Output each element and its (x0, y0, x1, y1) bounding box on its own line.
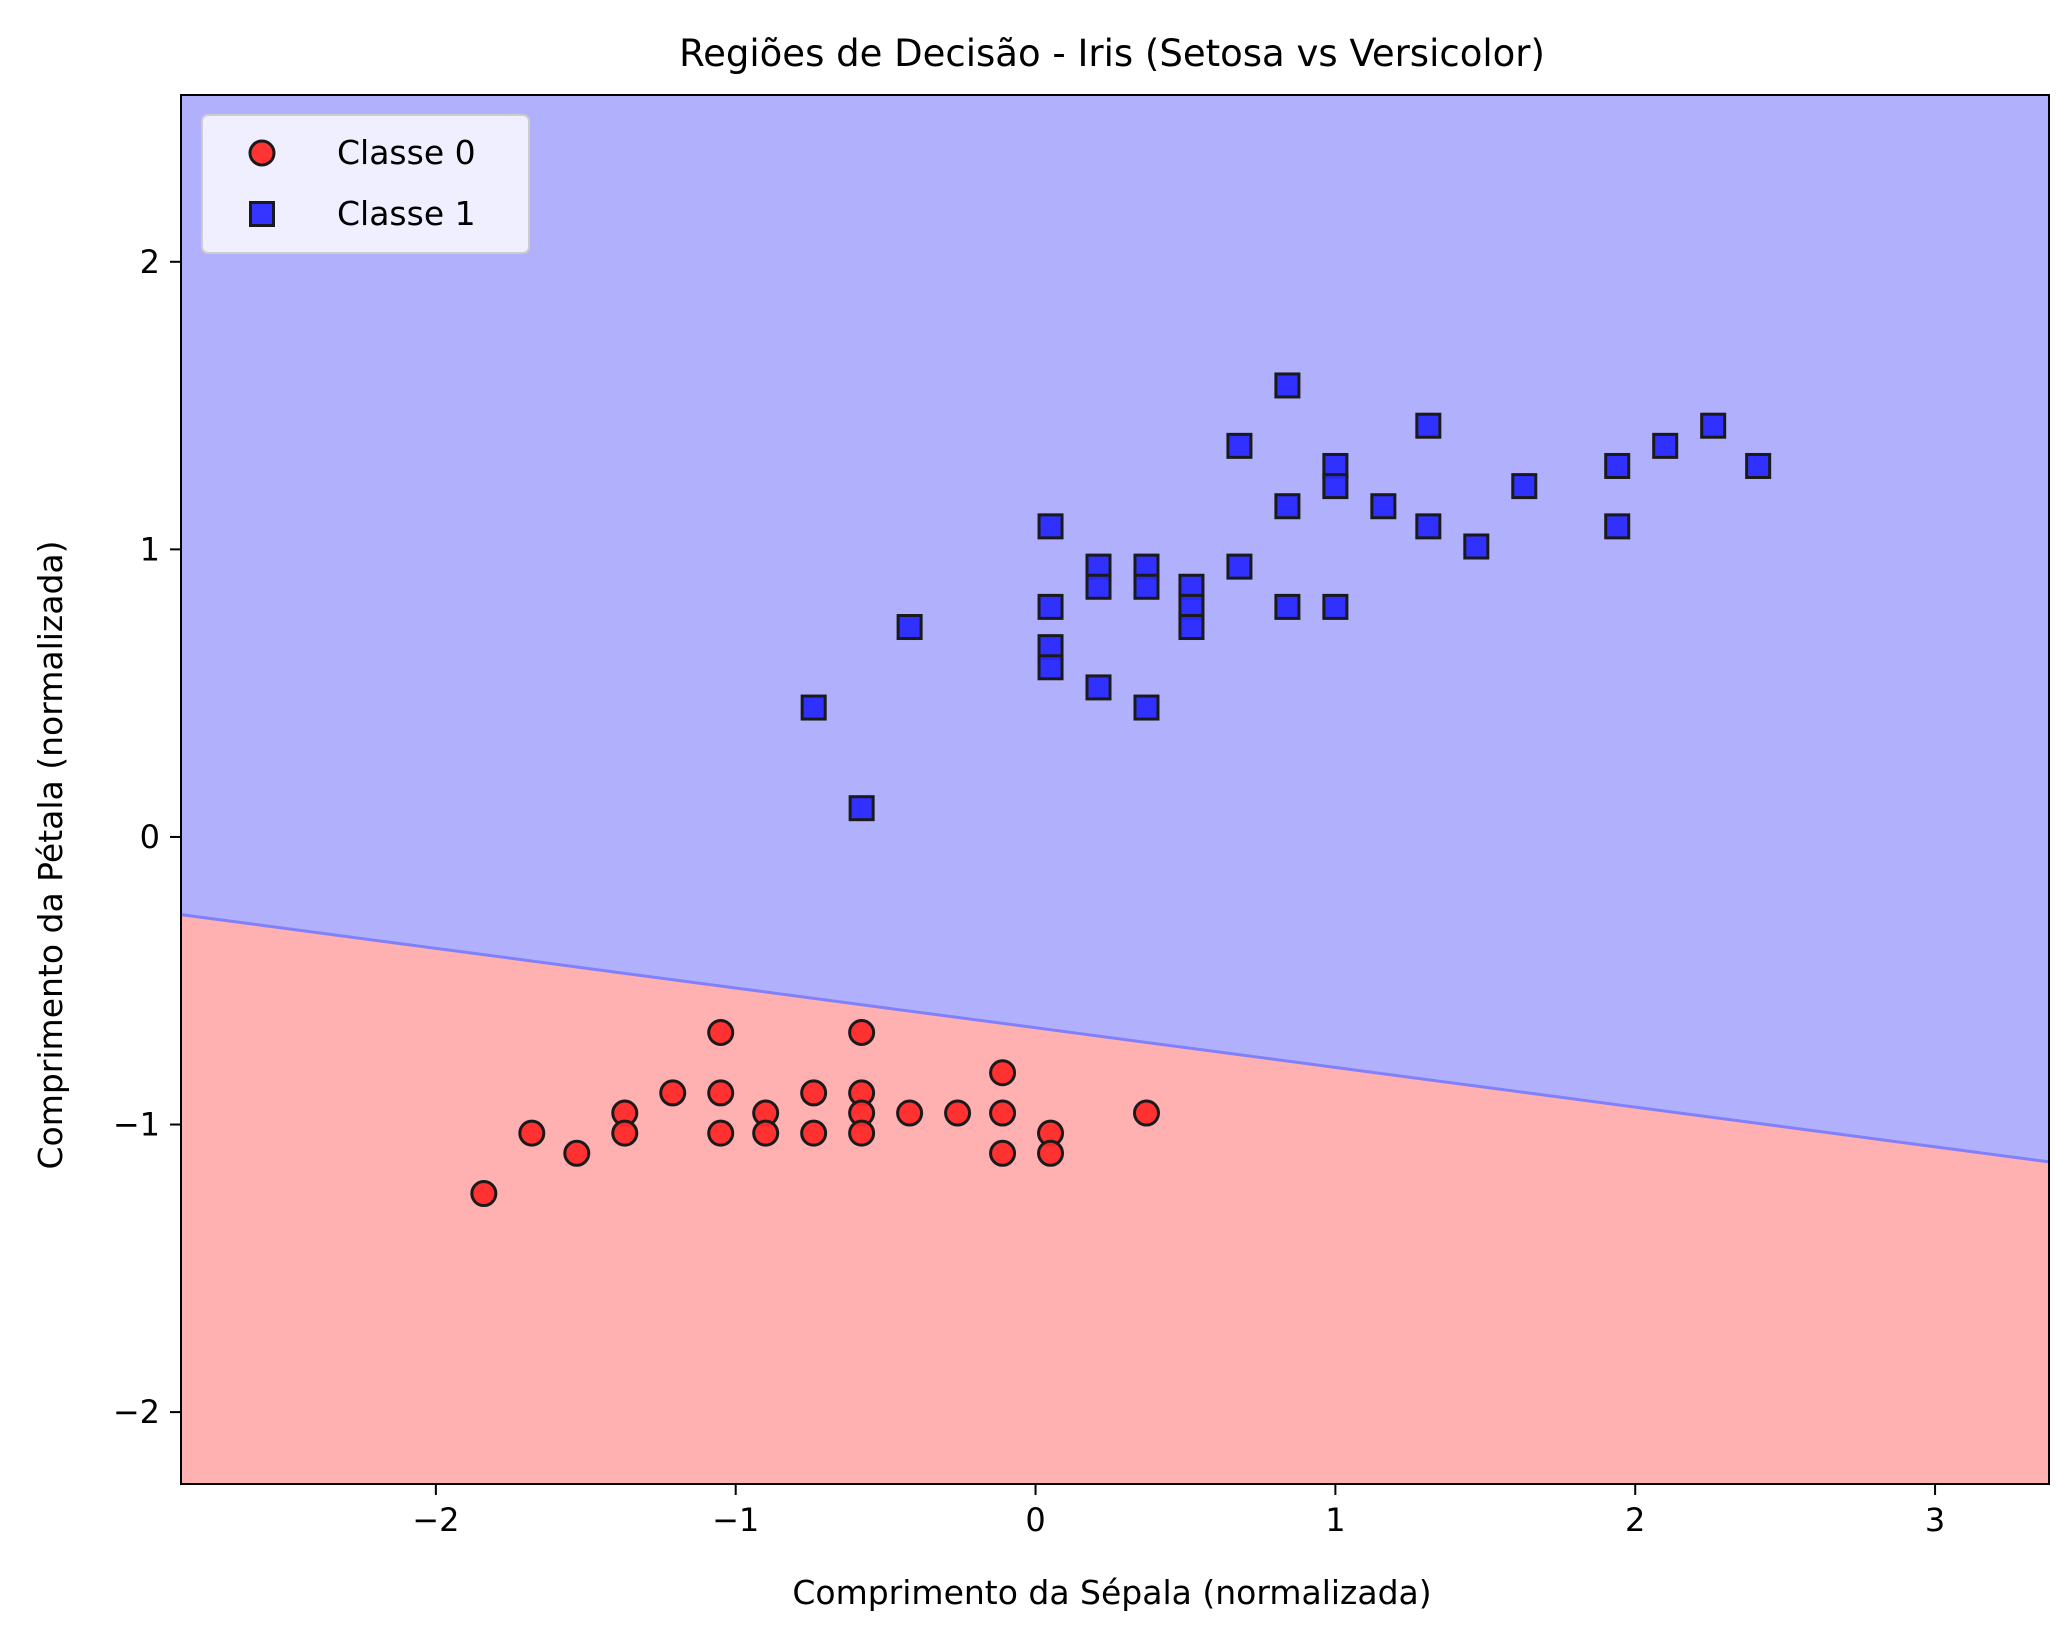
chart-title: Regiões de Decisão - Iris (Setosa vs Ver… (679, 32, 1545, 75)
point-classe-0-13 (848, 1019, 876, 1047)
point-classe-1-9 (1085, 674, 1112, 701)
point-classe-0-2 (563, 1139, 591, 1167)
y-tick-label: 1 (140, 530, 160, 568)
point-classe-1-24 (1370, 493, 1397, 520)
decision-boundary-line (180, 913, 2050, 1164)
y-axis-label: Comprimento da Pétala (normalizada) (31, 540, 70, 1169)
point-classe-0-5 (659, 1079, 687, 1107)
point-classe-1-16 (1226, 432, 1253, 459)
point-classe-1-8 (1085, 573, 1112, 600)
x-tick-label: 0 (1025, 1501, 1045, 1539)
point-classe-1-11 (1133, 573, 1160, 600)
legend-marker-classe-0 (248, 139, 276, 167)
point-classe-0-17 (896, 1099, 924, 1127)
decision-regions (180, 95, 2050, 1484)
point-classe-1-3 (1037, 513, 1064, 540)
x-tick-label: −1 (712, 1501, 759, 1539)
y-tick-label: 0 (140, 818, 160, 856)
point-classe-1-25 (1415, 412, 1442, 439)
point-classe-1-15 (1178, 614, 1205, 641)
point-classe-0-20 (989, 1099, 1017, 1127)
point-classe-0-8 (707, 1119, 735, 1147)
point-classe-1-12 (1133, 694, 1160, 721)
point-classe-1-20 (1274, 593, 1301, 620)
point-classe-1-26 (1415, 513, 1442, 540)
legend-label: Classe 0 (337, 133, 476, 172)
point-classe-1-18 (1274, 372, 1301, 399)
point-classe-0-16 (848, 1119, 876, 1147)
point-classe-0-18 (944, 1099, 972, 1127)
point-classe-1-23 (1322, 593, 1349, 620)
point-classe-0-19 (989, 1059, 1017, 1087)
point-classe-0-11 (800, 1079, 828, 1107)
region-classe-0 (181, 914, 2049, 1484)
point-classe-1-6 (1037, 654, 1064, 681)
x-tick-label: −2 (412, 1501, 459, 1539)
point-classe-1-4 (1037, 593, 1064, 620)
y-tick-label: 2 (140, 243, 160, 281)
point-classe-1-32 (1700, 412, 1727, 439)
point-classe-0-21 (989, 1139, 1017, 1167)
point-classe-0-12 (800, 1119, 828, 1147)
point-classe-1-22 (1322, 473, 1349, 500)
x-tick-label: 2 (1625, 1501, 1645, 1539)
y-tick-label: −2 (113, 1393, 160, 1431)
point-classe-1-31 (1652, 432, 1679, 459)
legend: Classe 0 Classe 1 (201, 114, 530, 254)
point-classe-1-19 (1274, 493, 1301, 520)
legend-label: Classe 1 (337, 194, 476, 233)
point-classe-0-24 (1132, 1099, 1160, 1127)
point-classe-0-4 (611, 1119, 639, 1147)
point-classe-0-23 (1037, 1139, 1065, 1167)
y-tick-label: −1 (113, 1106, 160, 1144)
point-classe-1-28 (1511, 473, 1538, 500)
point-classe-1-29 (1604, 452, 1631, 479)
point-classe-1-2 (896, 614, 923, 641)
point-classe-0-10 (752, 1119, 780, 1147)
y-axis-ticks: −2 −1 0 1 2 (113, 243, 181, 1431)
x-tick-label: 3 (1925, 1501, 1945, 1539)
point-classe-0-7 (707, 1079, 735, 1107)
point-classe-1-1 (848, 795, 875, 822)
x-axis-label: Comprimento da Sépala (normalizada) (792, 1573, 1431, 1612)
point-classe-1-0 (800, 694, 827, 721)
data-points (470, 372, 1772, 1208)
point-classe-1-27 (1463, 533, 1490, 560)
x-axis-ticks: −2 −1 0 1 2 3 (412, 1484, 1945, 1539)
point-classe-1-33 (1745, 452, 1772, 479)
point-classe-0-6 (707, 1019, 735, 1047)
legend-marker-classe-1 (249, 201, 275, 227)
point-classe-1-30 (1604, 513, 1631, 540)
plot-frame (180, 94, 2050, 1485)
point-classe-1-17 (1226, 553, 1253, 580)
point-classe-0-0 (470, 1180, 498, 1208)
legend-box (201, 114, 530, 254)
point-classe-0-1 (518, 1119, 546, 1147)
x-tick-label: 1 (1325, 1501, 1345, 1539)
region-classe-1 (181, 95, 2049, 1162)
